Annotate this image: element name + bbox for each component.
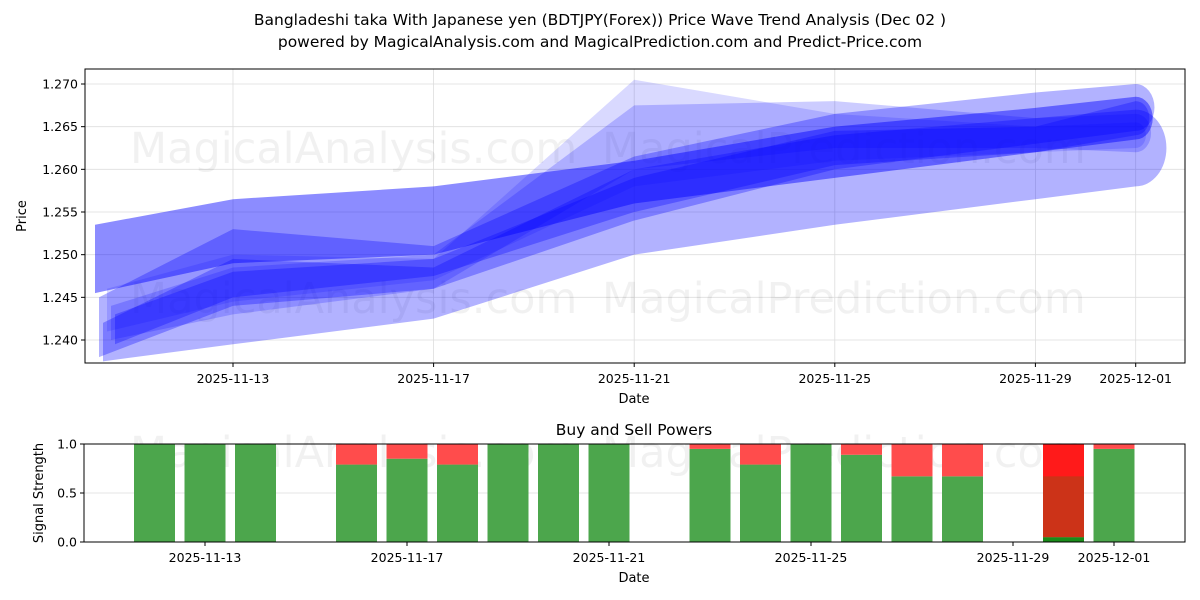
signal-y-axis: 0.0 0.5 1.0 (57, 437, 84, 550)
y-tick-label: 1.245 (42, 290, 78, 305)
y-tick-label: 1.250 (42, 247, 78, 262)
x-tick-label: 2025-11-13 (169, 550, 242, 565)
x-tick-label: 2025-12-01 (1078, 550, 1151, 565)
x-tick-label: 2025-11-25 (798, 371, 871, 386)
y-tick-label: 0.0 (57, 535, 77, 550)
watermark-text: MagicalAnalysis.com (130, 124, 577, 174)
x-tick-label: 2025-11-13 (197, 371, 270, 386)
signal-bar-2025-11-12 (134, 444, 175, 542)
wave-band (103, 109, 1167, 362)
signal-bar-2025-11-20 (538, 444, 579, 542)
signal-bar-2025-11-14 (235, 444, 276, 542)
signal-bar-2025-11-27 (891, 444, 933, 542)
signal-bar-2025-11-16 (336, 444, 377, 542)
price-plot-frame (84, 68, 1186, 364)
signal-bar-2025-11-17 (386, 444, 428, 542)
y-tick-label: 0.5 (57, 486, 77, 501)
signal-bar-2025-12-01 (1093, 444, 1135, 542)
watermark-text: MagicalPrediction.com (602, 274, 1086, 324)
signal-bar-2025-11-21 (588, 444, 630, 542)
wave-band (99, 84, 1155, 358)
price-x-axis: 2025-11-13 2025-11-17 2025-11-21 2025-11-25… (197, 363, 1172, 386)
price-wave-plot: MagicalAnalysis.com MagicalPrediction.com… (15, 68, 1186, 407)
buy-sell-title: Buy and Sell Powers (556, 421, 713, 439)
wave-band (111, 101, 1152, 340)
x-tick-label: 2025-11-25 (775, 550, 848, 565)
price-grid (85, 69, 1185, 363)
y-tick-label: 1.255 (42, 205, 78, 220)
x-tick-label: 2025-11-17 (371, 550, 444, 565)
price-waves (95, 79, 1167, 362)
signal-bars (134, 444, 1135, 542)
signal-bar-2025-11-19 (487, 444, 529, 542)
chart-title: Bangladeshi taka With Japanese yen (BDTJ… (253, 11, 947, 29)
price-y-axis: 1.240 1.245 1.250 1.255 1.260 1.265 1.270 (42, 77, 85, 348)
y-tick-label: 1.240 (42, 333, 78, 348)
y-tick-label: 1.270 (42, 77, 78, 92)
x-tick-label: 2025-11-21 (598, 371, 671, 386)
signal-bar-2025-11-13 (184, 444, 226, 542)
x-tick-label: 2025-12-01 (1099, 371, 1172, 386)
buy-sell-power-plot: Buy and Sell Powers MagicalAnalysis.comM… (32, 421, 1186, 586)
y-tick-label: 1.0 (57, 437, 77, 452)
x-tick-label: 2025-11-29 (977, 550, 1050, 565)
signal-bar-2025-11-30 (1043, 444, 1084, 542)
y-tick-label: 1.265 (42, 119, 78, 134)
signal-bar-2025-11-26 (841, 444, 882, 542)
signal-bar-2025-11-24 (740, 444, 781, 542)
price-y-axis-label: Price (15, 200, 30, 232)
signal-bar-2025-11-23 (689, 444, 731, 542)
wave-band (95, 96, 1153, 294)
watermark-text: MagicalPrediction.com (602, 124, 1086, 174)
x-tick-label: 2025-11-17 (397, 371, 470, 386)
price-watermarks: MagicalAnalysis.com MagicalPrediction.com… (130, 124, 1086, 324)
signal-x-axis: 2025-11-13 2025-11-17 2025-11-21 2025-11-25… (169, 542, 1151, 565)
x-tick-label: 2025-11-29 (999, 371, 1072, 386)
signal-y-axis-label: Signal Strength (32, 443, 47, 543)
chart-subtitle: powered by MagicalAnalysis.com and Magic… (277, 33, 923, 51)
wave-band (107, 79, 1146, 332)
price-x-axis-label: Date (618, 392, 649, 407)
wave-band (115, 101, 1150, 345)
x-tick-label: 2025-11-21 (573, 550, 646, 565)
signal-bar-2025-11-28 (942, 444, 983, 542)
signal-x-axis-label: Date (618, 571, 649, 586)
signal-bar-2025-11-18 (437, 444, 478, 542)
y-tick-label: 1.260 (42, 162, 78, 177)
signal-bar-2025-11-25 (790, 444, 832, 542)
watermark-text: MagicalAnalysis.com (130, 274, 577, 324)
